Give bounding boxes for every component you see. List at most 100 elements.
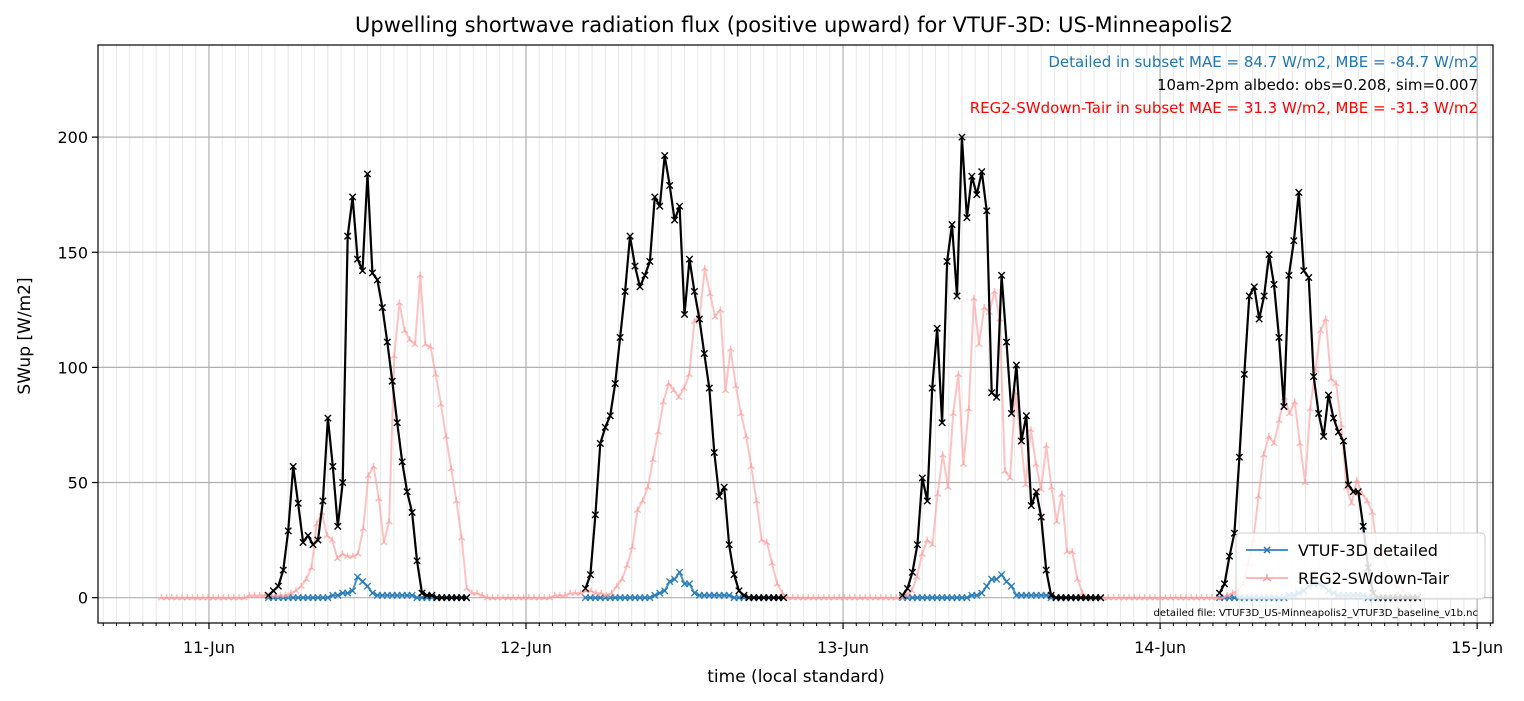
reg2-series-point bbox=[913, 573, 921, 580]
reg2-series-point bbox=[302, 575, 310, 583]
obs-series-point bbox=[1215, 589, 1224, 597]
reg2-series-point bbox=[980, 304, 988, 311]
reg2-series-point bbox=[297, 582, 305, 590]
obs-series-point bbox=[685, 255, 694, 263]
obs-series-point bbox=[1022, 412, 1031, 420]
obs-series-point bbox=[656, 202, 664, 210]
plot-background bbox=[98, 45, 1493, 623]
obs-series-point bbox=[329, 462, 337, 471]
detailed-series-point bbox=[324, 593, 332, 602]
obs-series-point bbox=[1032, 488, 1040, 496]
plot-area bbox=[97, 44, 1494, 624]
obs-series-point bbox=[661, 151, 669, 160]
obs-series-point bbox=[1027, 501, 1035, 510]
obs-series-point bbox=[1334, 428, 1343, 436]
reg2-series-point bbox=[1058, 490, 1066, 498]
reg2-series-point bbox=[618, 575, 626, 583]
obs-series-point bbox=[898, 591, 907, 600]
reg2-series-point bbox=[949, 409, 957, 417]
x-tick-label: 14-Jun bbox=[1134, 638, 1186, 657]
obs-series-point bbox=[690, 287, 699, 296]
reg2-series-point bbox=[613, 582, 621, 590]
reg2-series-point bbox=[918, 550, 926, 557]
reg2-series-point bbox=[939, 451, 947, 458]
obs-series-point bbox=[700, 349, 709, 358]
obs-series-point bbox=[943, 257, 951, 266]
obs-series-point bbox=[1240, 370, 1249, 378]
reg2-series-point bbox=[1353, 476, 1361, 484]
reg2-series-point bbox=[375, 495, 383, 502]
reg2-series-point bbox=[990, 287, 999, 295]
obs-series-point bbox=[992, 393, 1001, 402]
reg2-series-point bbox=[426, 343, 435, 350]
reg2-series-point bbox=[1229, 589, 1237, 597]
reg2-series-point bbox=[1047, 483, 1056, 491]
reg2-series-point bbox=[1337, 421, 1345, 428]
obs-series-point bbox=[586, 570, 595, 579]
obs-series-point bbox=[641, 271, 649, 279]
reg2-series-point bbox=[608, 589, 616, 597]
detailed-series-point bbox=[661, 587, 669, 595]
annotation-albedo: 10am-2pm albedo: obs=0.208, sim=0.007 bbox=[1157, 76, 1478, 94]
obs-series-point bbox=[715, 492, 723, 501]
obs-series-point bbox=[779, 593, 788, 602]
obs-series-point bbox=[670, 216, 679, 224]
obs-series-point bbox=[1305, 273, 1313, 282]
reg2-series-point bbox=[752, 497, 761, 504]
obs-series-point bbox=[1260, 292, 1268, 300]
legend-label-detailed: VTUF-3D detailed bbox=[1298, 541, 1438, 560]
reg2-series-point bbox=[747, 462, 755, 470]
x-tick-label: 13-Jun bbox=[817, 638, 869, 657]
reg2-series-point bbox=[659, 398, 667, 405]
obs-series-point bbox=[1354, 488, 1362, 496]
obs-series-point bbox=[740, 591, 748, 600]
detailed-series-point bbox=[1007, 582, 1016, 590]
reg2-series-point bbox=[1348, 499, 1356, 507]
obs-series-point bbox=[1007, 409, 1016, 418]
obs-series-point bbox=[388, 377, 396, 385]
reg2-series-point bbox=[1265, 432, 1273, 440]
reg2-series-point bbox=[1260, 451, 1268, 458]
reg2-series-point bbox=[773, 580, 781, 587]
obs-series-point bbox=[1220, 580, 1229, 588]
obs-series-point bbox=[968, 172, 976, 180]
obs-series-point bbox=[611, 379, 619, 388]
obs-series-point bbox=[1017, 437, 1026, 445]
obs-series-point bbox=[1314, 409, 1323, 418]
y-tick-label: 100 bbox=[57, 358, 88, 377]
reg2-series-point bbox=[654, 428, 662, 435]
reg2-series-point bbox=[721, 386, 730, 394]
reg2-series-point bbox=[928, 541, 937, 548]
obs-series-point bbox=[918, 474, 927, 482]
reg2-series-point bbox=[287, 589, 295, 597]
obs-series-point bbox=[948, 220, 956, 229]
obs-series-point bbox=[1245, 292, 1253, 300]
obs-series-point bbox=[413, 557, 421, 565]
y-tick-label: 0 bbox=[78, 589, 88, 608]
reg2-series-point bbox=[587, 587, 595, 594]
obs-series-point bbox=[319, 497, 327, 505]
obs-series-point bbox=[289, 462, 297, 471]
obs-series-point bbox=[334, 522, 342, 530]
obs-series-point bbox=[913, 541, 922, 549]
annotation-file-note: detailed file: VTUF3D_US-Minneapolis2_VT… bbox=[1154, 608, 1479, 619]
obs-series-point bbox=[725, 541, 733, 549]
reg2-series-point bbox=[675, 393, 683, 401]
obs-series-point bbox=[284, 527, 292, 535]
obs-series-point bbox=[938, 418, 946, 427]
obs-series-point bbox=[343, 232, 352, 240]
reg2-series-point bbox=[1296, 439, 1304, 447]
detailed-series-point bbox=[685, 580, 694, 588]
obs-series-point bbox=[730, 570, 738, 579]
obs-series-point bbox=[973, 190, 981, 199]
y-tick-label: 150 bbox=[57, 243, 88, 262]
reg2-series-point bbox=[727, 345, 735, 352]
reg2-series-point bbox=[716, 306, 724, 313]
reg2-series-point bbox=[732, 382, 740, 389]
reg2-series-point bbox=[1363, 497, 1371, 504]
reg2-series-point bbox=[390, 352, 398, 359]
reg2-series-point bbox=[1316, 327, 1325, 334]
reg2-series-point bbox=[959, 460, 968, 468]
obs-series-point bbox=[1359, 522, 1367, 530]
reg2-series-point bbox=[1306, 405, 1314, 412]
